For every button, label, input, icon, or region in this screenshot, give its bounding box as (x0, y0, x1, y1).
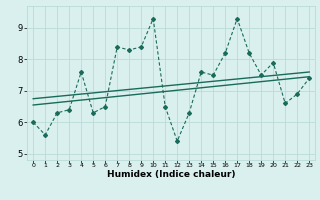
X-axis label: Humidex (Indice chaleur): Humidex (Indice chaleur) (107, 170, 236, 179)
